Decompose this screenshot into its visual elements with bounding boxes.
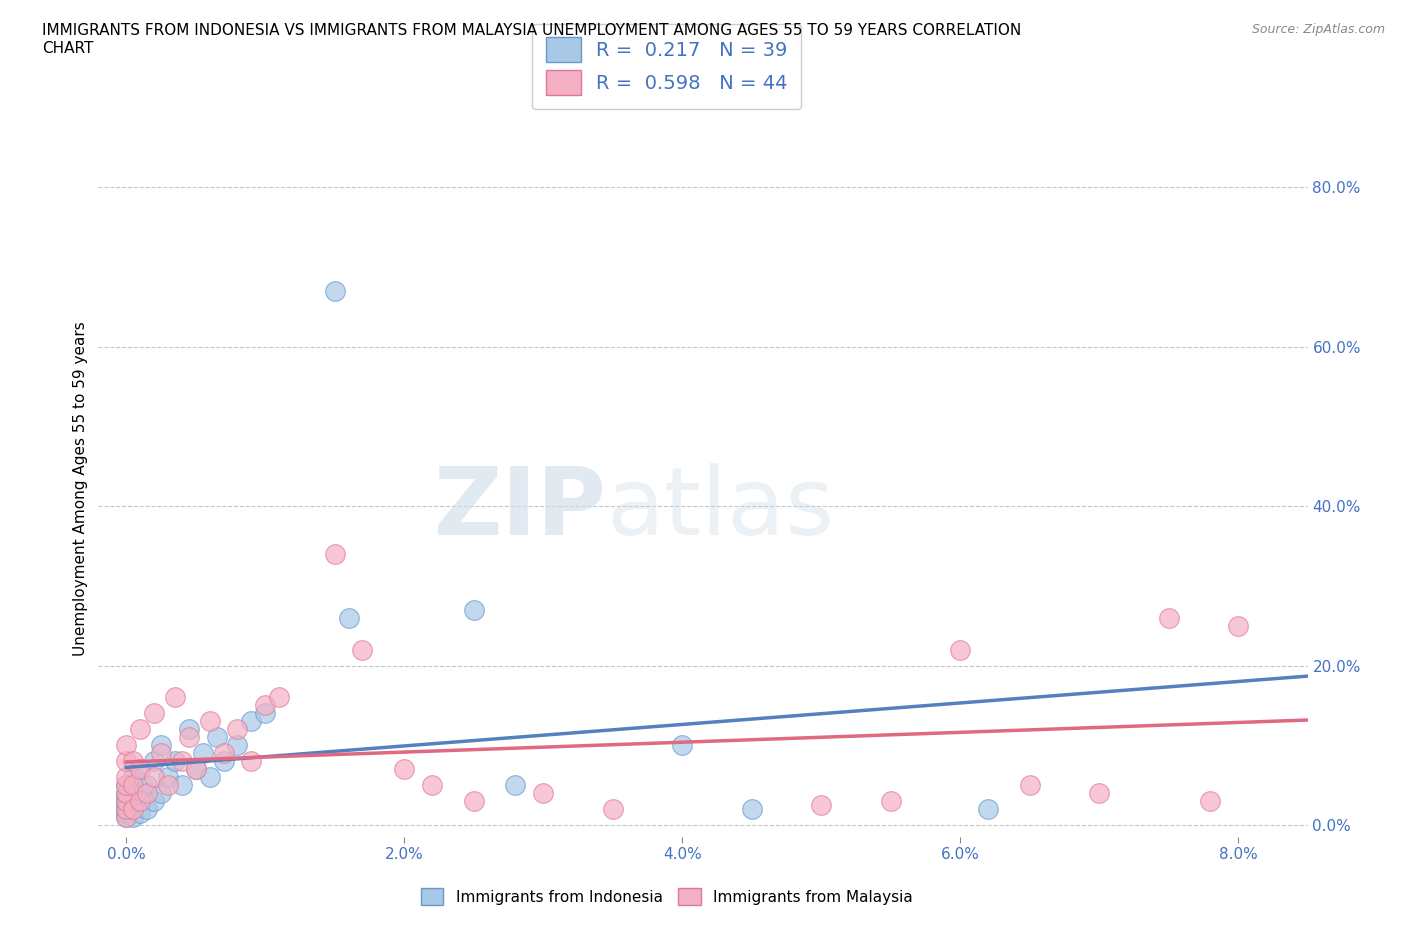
Point	[879, 793, 901, 808]
Point	[149, 786, 172, 801]
Point	[254, 706, 277, 721]
Point	[463, 793, 485, 808]
Point	[115, 754, 138, 769]
Point	[129, 805, 152, 820]
Point	[1088, 786, 1111, 801]
Point	[115, 805, 138, 820]
Point	[115, 786, 138, 801]
Point	[129, 722, 152, 737]
Point	[143, 770, 166, 785]
Point	[505, 777, 527, 792]
Text: IMMIGRANTS FROM INDONESIA VS IMMIGRANTS FROM MALAYSIA UNEMPLOYMENT AMONG AGES 55: IMMIGRANTS FROM INDONESIA VS IMMIGRANTS …	[42, 23, 1021, 56]
Point	[184, 762, 207, 777]
Point	[122, 793, 145, 808]
Point	[156, 770, 179, 785]
Point	[115, 802, 138, 817]
Point	[198, 770, 221, 785]
Point	[240, 754, 263, 769]
Point	[392, 762, 415, 777]
Point	[240, 714, 263, 729]
Point	[149, 737, 172, 752]
Point	[191, 746, 214, 761]
Point	[115, 810, 138, 825]
Point	[949, 643, 972, 658]
Point	[163, 690, 186, 705]
Point	[671, 737, 693, 752]
Point	[136, 786, 159, 801]
Point	[337, 610, 360, 625]
Point	[602, 802, 624, 817]
Point	[115, 786, 138, 801]
Point	[420, 777, 443, 792]
Point	[115, 790, 138, 804]
Point	[810, 798, 832, 813]
Point	[143, 793, 166, 808]
Point	[115, 770, 138, 785]
Point	[129, 793, 152, 808]
Point	[122, 802, 145, 817]
Point	[163, 754, 186, 769]
Point	[115, 810, 138, 825]
Point	[115, 777, 138, 792]
Point	[254, 698, 277, 713]
Point	[212, 754, 235, 769]
Point	[226, 722, 249, 737]
Point	[115, 777, 138, 792]
Text: Source: ZipAtlas.com: Source: ZipAtlas.com	[1251, 23, 1385, 36]
Point	[205, 730, 228, 745]
Point	[170, 777, 193, 792]
Point	[177, 722, 200, 737]
Point	[226, 737, 249, 752]
Point	[1227, 618, 1250, 633]
Point	[212, 746, 235, 761]
Point	[184, 762, 207, 777]
Text: ZIP: ZIP	[433, 463, 606, 555]
Point	[143, 706, 166, 721]
Point	[136, 802, 159, 817]
Point	[115, 737, 138, 752]
Point	[269, 690, 291, 705]
Point	[531, 786, 554, 801]
Point	[156, 777, 179, 792]
Point	[198, 714, 221, 729]
Point	[323, 284, 346, 299]
Legend: Immigrants from Indonesia, Immigrants from Malaysia: Immigrants from Indonesia, Immigrants fr…	[413, 880, 921, 913]
Point	[977, 802, 1000, 817]
Point	[115, 793, 138, 808]
Point	[115, 802, 138, 817]
Point	[1199, 793, 1222, 808]
Point	[115, 793, 138, 808]
Point	[143, 754, 166, 769]
Point	[136, 777, 159, 792]
Point	[122, 770, 145, 785]
Y-axis label: Unemployment Among Ages 55 to 59 years: Unemployment Among Ages 55 to 59 years	[73, 321, 89, 656]
Point	[741, 802, 763, 817]
Point	[1157, 610, 1180, 625]
Point	[1018, 777, 1040, 792]
Point	[122, 777, 145, 792]
Point	[122, 754, 145, 769]
Point	[129, 762, 152, 777]
Point	[177, 730, 200, 745]
Text: atlas: atlas	[606, 463, 835, 555]
Point	[122, 810, 145, 825]
Point	[352, 643, 374, 658]
Point	[129, 786, 152, 801]
Point	[149, 746, 172, 761]
Point	[115, 798, 138, 813]
Point	[463, 603, 485, 618]
Point	[170, 754, 193, 769]
Point	[129, 762, 152, 777]
Point	[323, 547, 346, 562]
